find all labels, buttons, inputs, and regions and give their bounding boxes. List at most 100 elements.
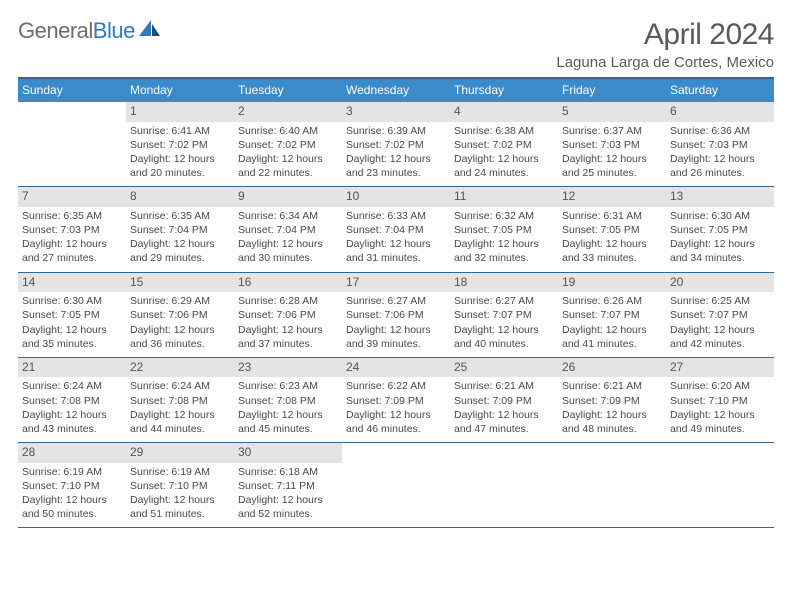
day-number: 25 <box>450 358 558 378</box>
day-details: Sunrise: 6:30 AMSunset: 7:05 PMDaylight:… <box>666 207 774 272</box>
day-details: Sunrise: 6:21 AMSunset: 7:09 PMDaylight:… <box>450 377 558 442</box>
logo-sail-icon <box>139 18 161 44</box>
day-details: Sunrise: 6:40 AMSunset: 7:02 PMDaylight:… <box>234 122 342 187</box>
day-details: Sunrise: 6:18 AMSunset: 7:11 PMDaylight:… <box>234 463 342 528</box>
day-details: Sunrise: 6:32 AMSunset: 7:05 PMDaylight:… <box>450 207 558 272</box>
header: GeneralBlue April 2024 Laguna Larga de C… <box>18 18 774 71</box>
day-number: 19 <box>558 273 666 293</box>
day-details: Sunrise: 6:19 AMSunset: 7:10 PMDaylight:… <box>126 463 234 528</box>
day-number: 28 <box>18 443 126 463</box>
day-number: 15 <box>126 273 234 293</box>
day-number: 3 <box>342 102 450 122</box>
day-details: Sunrise: 6:27 AMSunset: 7:07 PMDaylight:… <box>450 292 558 357</box>
day-details: Sunrise: 6:37 AMSunset: 7:03 PMDaylight:… <box>558 122 666 187</box>
weekday-header: Thursday <box>450 79 558 102</box>
calendar-day: 30Sunrise: 6:18 AMSunset: 7:11 PMDayligh… <box>234 443 342 527</box>
day-details: Sunrise: 6:33 AMSunset: 7:04 PMDaylight:… <box>342 207 450 272</box>
weekday-header: Monday <box>126 79 234 102</box>
day-number <box>18 102 126 122</box>
calendar-day: 10Sunrise: 6:33 AMSunset: 7:04 PMDayligh… <box>342 187 450 271</box>
title-block: April 2024 Laguna Larga de Cortes, Mexic… <box>556 18 774 71</box>
day-details: Sunrise: 6:23 AMSunset: 7:08 PMDaylight:… <box>234 377 342 442</box>
month-title: April 2024 <box>556 18 774 52</box>
calendar-day: 20Sunrise: 6:25 AMSunset: 7:07 PMDayligh… <box>666 273 774 357</box>
calendar-week: 14Sunrise: 6:30 AMSunset: 7:05 PMDayligh… <box>18 273 774 358</box>
calendar-day: 26Sunrise: 6:21 AMSunset: 7:09 PMDayligh… <box>558 358 666 442</box>
calendar-day: 21Sunrise: 6:24 AMSunset: 7:08 PMDayligh… <box>18 358 126 442</box>
day-details: Sunrise: 6:34 AMSunset: 7:04 PMDaylight:… <box>234 207 342 272</box>
day-details: Sunrise: 6:30 AMSunset: 7:05 PMDaylight:… <box>18 292 126 357</box>
day-details: Sunrise: 6:38 AMSunset: 7:02 PMDaylight:… <box>450 122 558 187</box>
calendar-day: 14Sunrise: 6:30 AMSunset: 7:05 PMDayligh… <box>18 273 126 357</box>
calendar-day: 1Sunrise: 6:41 AMSunset: 7:02 PMDaylight… <box>126 102 234 186</box>
day-details: Sunrise: 6:19 AMSunset: 7:10 PMDaylight:… <box>18 463 126 528</box>
calendar-day: 2Sunrise: 6:40 AMSunset: 7:02 PMDaylight… <box>234 102 342 186</box>
day-number: 30 <box>234 443 342 463</box>
weekday-header: Saturday <box>666 79 774 102</box>
calendar-week: 28Sunrise: 6:19 AMSunset: 7:10 PMDayligh… <box>18 443 774 528</box>
day-number: 24 <box>342 358 450 378</box>
calendar-day <box>450 443 558 527</box>
day-number: 22 <box>126 358 234 378</box>
calendar-day: 19Sunrise: 6:26 AMSunset: 7:07 PMDayligh… <box>558 273 666 357</box>
day-details: Sunrise: 6:24 AMSunset: 7:08 PMDaylight:… <box>18 377 126 442</box>
day-details: Sunrise: 6:27 AMSunset: 7:06 PMDaylight:… <box>342 292 450 357</box>
logo-text-general: General <box>18 18 93 44</box>
day-number: 1 <box>126 102 234 122</box>
calendar-day: 22Sunrise: 6:24 AMSunset: 7:08 PMDayligh… <box>126 358 234 442</box>
calendar-day: 8Sunrise: 6:35 AMSunset: 7:04 PMDaylight… <box>126 187 234 271</box>
day-number: 13 <box>666 187 774 207</box>
day-details: Sunrise: 6:29 AMSunset: 7:06 PMDaylight:… <box>126 292 234 357</box>
day-number: 23 <box>234 358 342 378</box>
day-number: 12 <box>558 187 666 207</box>
calendar-day: 18Sunrise: 6:27 AMSunset: 7:07 PMDayligh… <box>450 273 558 357</box>
day-details: Sunrise: 6:35 AMSunset: 7:04 PMDaylight:… <box>126 207 234 272</box>
day-number: 7 <box>18 187 126 207</box>
calendar-day: 24Sunrise: 6:22 AMSunset: 7:09 PMDayligh… <box>342 358 450 442</box>
day-number: 8 <box>126 187 234 207</box>
calendar-day <box>558 443 666 527</box>
day-number: 27 <box>666 358 774 378</box>
day-number: 20 <box>666 273 774 293</box>
calendar-day: 11Sunrise: 6:32 AMSunset: 7:05 PMDayligh… <box>450 187 558 271</box>
location-label: Laguna Larga de Cortes, Mexico <box>556 54 774 71</box>
day-number: 17 <box>342 273 450 293</box>
day-details: Sunrise: 6:31 AMSunset: 7:05 PMDaylight:… <box>558 207 666 272</box>
day-number: 2 <box>234 102 342 122</box>
day-number: 21 <box>18 358 126 378</box>
weeks-container: 1Sunrise: 6:41 AMSunset: 7:02 PMDaylight… <box>18 102 774 528</box>
calendar-day: 12Sunrise: 6:31 AMSunset: 7:05 PMDayligh… <box>558 187 666 271</box>
day-details: Sunrise: 6:21 AMSunset: 7:09 PMDaylight:… <box>558 377 666 442</box>
calendar-day: 3Sunrise: 6:39 AMSunset: 7:02 PMDaylight… <box>342 102 450 186</box>
calendar: SundayMondayTuesdayWednesdayThursdayFrid… <box>18 77 774 528</box>
day-number: 26 <box>558 358 666 378</box>
day-details: Sunrise: 6:39 AMSunset: 7:02 PMDaylight:… <box>342 122 450 187</box>
logo-text-blue: Blue <box>93 18 135 44</box>
day-details: Sunrise: 6:24 AMSunset: 7:08 PMDaylight:… <box>126 377 234 442</box>
weekday-header: Wednesday <box>342 79 450 102</box>
calendar-week: 7Sunrise: 6:35 AMSunset: 7:03 PMDaylight… <box>18 187 774 272</box>
weekday-header: Sunday <box>18 79 126 102</box>
calendar-day: 6Sunrise: 6:36 AMSunset: 7:03 PMDaylight… <box>666 102 774 186</box>
day-number: 11 <box>450 187 558 207</box>
day-number: 6 <box>666 102 774 122</box>
weekday-header: Tuesday <box>234 79 342 102</box>
day-details: Sunrise: 6:22 AMSunset: 7:09 PMDaylight:… <box>342 377 450 442</box>
day-number: 18 <box>450 273 558 293</box>
day-details: Sunrise: 6:36 AMSunset: 7:03 PMDaylight:… <box>666 122 774 187</box>
weekday-header: Friday <box>558 79 666 102</box>
calendar-day: 16Sunrise: 6:28 AMSunset: 7:06 PMDayligh… <box>234 273 342 357</box>
day-details: Sunrise: 6:26 AMSunset: 7:07 PMDaylight:… <box>558 292 666 357</box>
calendar-day: 17Sunrise: 6:27 AMSunset: 7:06 PMDayligh… <box>342 273 450 357</box>
calendar-day <box>18 102 126 186</box>
day-details: Sunrise: 6:20 AMSunset: 7:10 PMDaylight:… <box>666 377 774 442</box>
day-details: Sunrise: 6:28 AMSunset: 7:06 PMDaylight:… <box>234 292 342 357</box>
day-number <box>342 443 450 463</box>
day-number: 4 <box>450 102 558 122</box>
calendar-day: 13Sunrise: 6:30 AMSunset: 7:05 PMDayligh… <box>666 187 774 271</box>
logo: GeneralBlue <box>18 18 161 44</box>
weekday-header-row: SundayMondayTuesdayWednesdayThursdayFrid… <box>18 79 774 102</box>
calendar-day: 9Sunrise: 6:34 AMSunset: 7:04 PMDaylight… <box>234 187 342 271</box>
day-number: 10 <box>342 187 450 207</box>
calendar-day: 7Sunrise: 6:35 AMSunset: 7:03 PMDaylight… <box>18 187 126 271</box>
